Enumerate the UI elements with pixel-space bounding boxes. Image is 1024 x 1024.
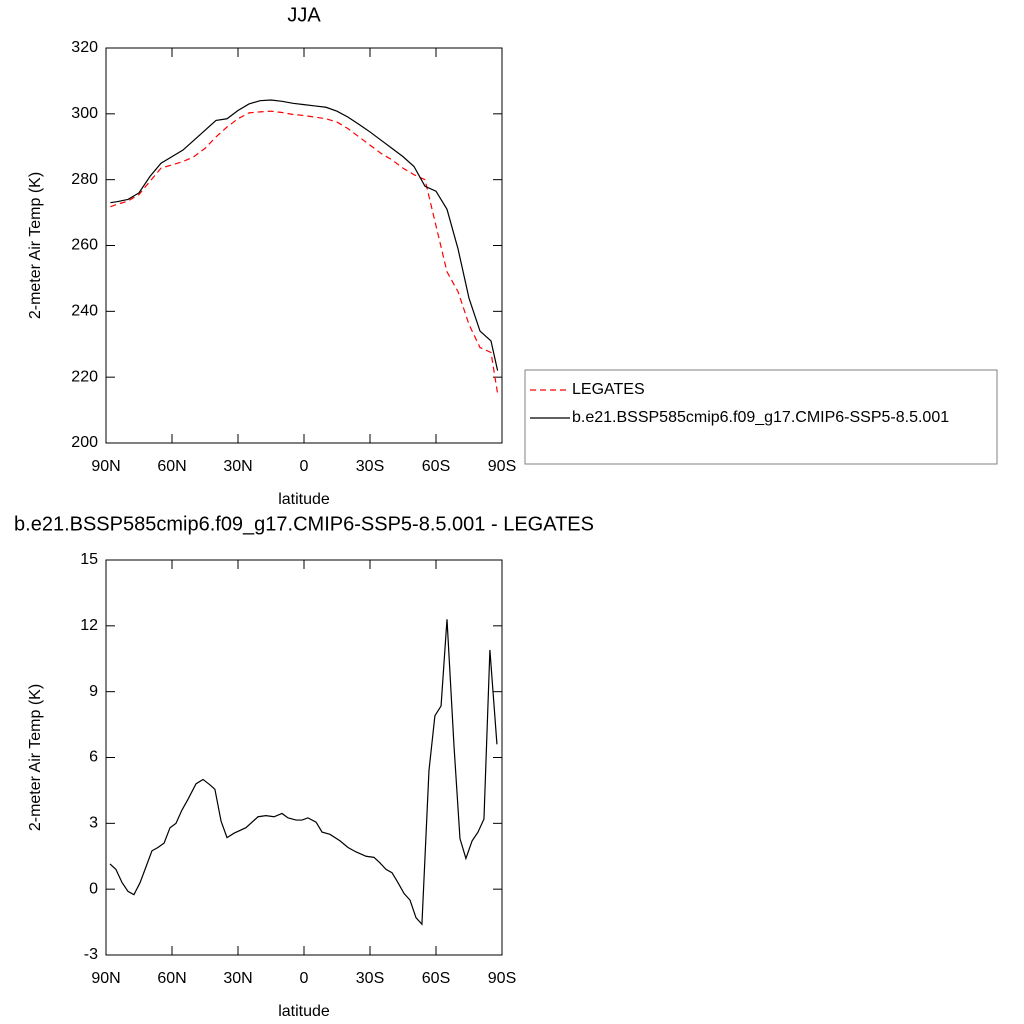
series-line: [110, 99, 499, 371]
x-tick-label: 90S: [488, 458, 516, 475]
legend-box: [524, 369, 998, 465]
legend-label: b.e21.BSSP585cmip6.f09_g17.CMIP6-SSP5-8.…: [572, 409, 949, 426]
y-axis-label: 2-meter Air Temp (K): [27, 172, 44, 319]
y-tick-label: 280: [71, 171, 98, 188]
x-tick-label: 60S: [422, 458, 450, 475]
chart-title: b.e21.BSSP585cmip6.f09_g17.CMIP6-SSP5-8.…: [14, 513, 594, 535]
x-tick-label: 90N: [91, 970, 120, 987]
x-tick-label: 60N: [157, 458, 186, 475]
plot-frame: [105, 559, 503, 956]
y-tick-label: 300: [71, 105, 98, 122]
x-axis-label: latitude: [278, 491, 330, 508]
x-tick-label: 30S: [356, 458, 384, 475]
y-tick-label: 0: [89, 880, 98, 897]
y-tick-label: -3: [84, 946, 98, 963]
plot-frame: [105, 47, 503, 444]
y-tick-label: 15: [80, 551, 98, 568]
series-line: [109, 619, 498, 926]
y-tick-label: 220: [71, 368, 98, 385]
chart-title: JJA: [287, 4, 321, 26]
x-tick-label: 30S: [356, 970, 384, 987]
y-tick-label: 320: [71, 39, 98, 56]
x-tick-label: 90N: [91, 458, 120, 475]
y-tick-label: 3: [89, 815, 98, 832]
y-axis-label: 2-meter Air Temp (K): [27, 684, 44, 831]
y-tick-label: 6: [89, 749, 98, 766]
series-line: [110, 110, 499, 394]
x-tick-label: 60N: [157, 970, 186, 987]
y-tick-label: 260: [71, 237, 98, 254]
x-tick-label: 30N: [223, 458, 252, 475]
y-tick-label: 12: [80, 617, 98, 634]
y-tick-label: 9: [89, 683, 98, 700]
x-axis-label: latitude: [278, 1003, 330, 1020]
y-tick-label: 200: [71, 434, 98, 451]
y-tick-label: 240: [71, 303, 98, 320]
x-tick-label: 0: [300, 970, 309, 987]
x-tick-label: 60S: [422, 970, 450, 987]
x-tick-label: 30N: [223, 970, 252, 987]
legend-label: LEGATES: [572, 381, 645, 398]
x-tick-label: 0: [300, 458, 309, 475]
x-tick-label: 90S: [488, 970, 516, 987]
